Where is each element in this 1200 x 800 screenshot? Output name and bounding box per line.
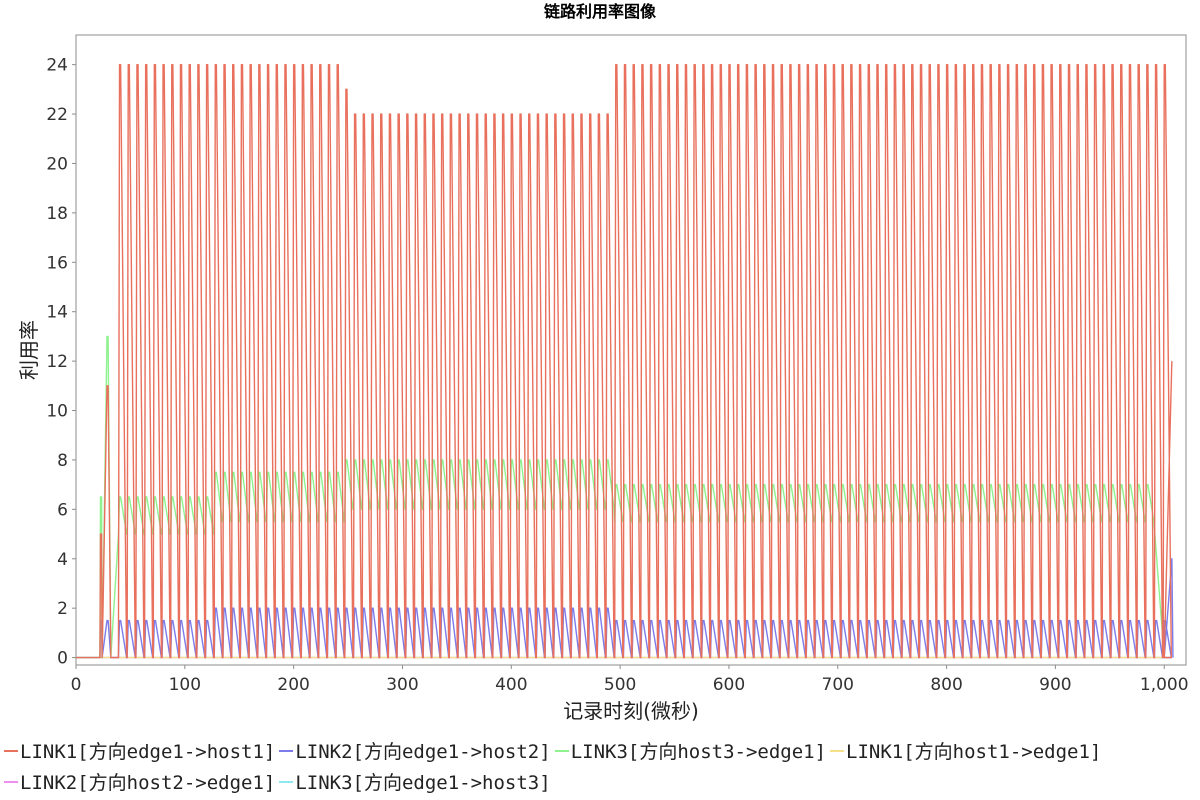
x-tick-label: 100	[169, 675, 201, 695]
legend-row: LINK1[方向edge1->host1] LINK2[方向edge1->hos…	[4, 735, 1194, 766]
y-tick-label: 4	[57, 550, 68, 570]
x-tick-label: 400	[495, 675, 527, 695]
legend-row: LINK2[方向host2->edge1] LINK3[方向edge1->hos…	[4, 766, 1194, 797]
series-layer	[76, 63, 1174, 659]
y-tick-label: 16	[46, 253, 68, 273]
legend-label: LINK2[方向host2->edge1]	[20, 772, 276, 794]
y-axis-label: 利用率	[17, 320, 41, 380]
legend-label: LINK3[方向edge1->host3]	[295, 772, 551, 794]
legend-item[interactable]: LINK2[方向host2->edge1]	[4, 768, 275, 795]
legend-item[interactable]: LINK3[方向edge1->host3]	[279, 768, 551, 795]
series-line	[76, 63, 1173, 659]
x-tick-label: 800	[930, 675, 962, 695]
x-tick-label: 300	[386, 675, 418, 695]
x-tick-label: 200	[277, 675, 309, 695]
legend-label: LINK2[方向edge1->host2]	[295, 741, 551, 763]
y-tick-label: 8	[57, 451, 68, 471]
y-tick-label: 22	[46, 105, 68, 125]
x-tick-label: 500	[604, 675, 636, 695]
y-tick-label: 0	[57, 649, 68, 669]
y-tick-label: 14	[46, 303, 68, 323]
legend-swatch	[4, 780, 18, 783]
y-tick-label: 10	[46, 402, 68, 422]
y-tick-label: 6	[57, 500, 68, 520]
legend-item[interactable]: LINK1[方向edge1->host1]	[4, 737, 275, 764]
legend-swatch	[830, 749, 845, 752]
legend-swatch	[4, 749, 18, 752]
y-tick-label: 24	[46, 56, 68, 76]
y-tick-label: 18	[46, 204, 68, 224]
legend-item[interactable]: LINK3[方向host3->edge1]	[554, 737, 827, 764]
chart-title: 链路利用率图像	[544, 2, 657, 21]
legend-item[interactable]: LINK1[方向host1->edge1]	[830, 737, 1101, 764]
y-tick-label: 12	[46, 352, 68, 372]
y-tick-label: 2	[57, 599, 68, 619]
legend-item[interactable]: LINK2[方向edge1->host2]	[279, 737, 551, 764]
legend-swatch	[279, 749, 294, 752]
x-tick-label: 900	[1039, 675, 1071, 695]
legend: LINK1[方向edge1->host1] LINK2[方向edge1->hos…	[4, 735, 1194, 797]
legend-swatch	[554, 749, 569, 752]
legend-swatch	[279, 780, 294, 783]
x-tick-label: 0	[71, 675, 82, 695]
legend-label: LINK1[方向host1->edge1]	[846, 741, 1102, 763]
x-tick-label: 700	[822, 675, 854, 695]
legend-label: LINK1[方向edge1->host1]	[20, 741, 276, 763]
legend-label: LINK3[方向host3->edge1]	[570, 741, 827, 763]
x-tick-label: 600	[713, 675, 745, 695]
y-tick-label: 20	[46, 154, 68, 174]
x-tick-label: 1,000	[1140, 675, 1189, 695]
x-axis-label: 记录时刻(微秒)	[563, 699, 699, 723]
